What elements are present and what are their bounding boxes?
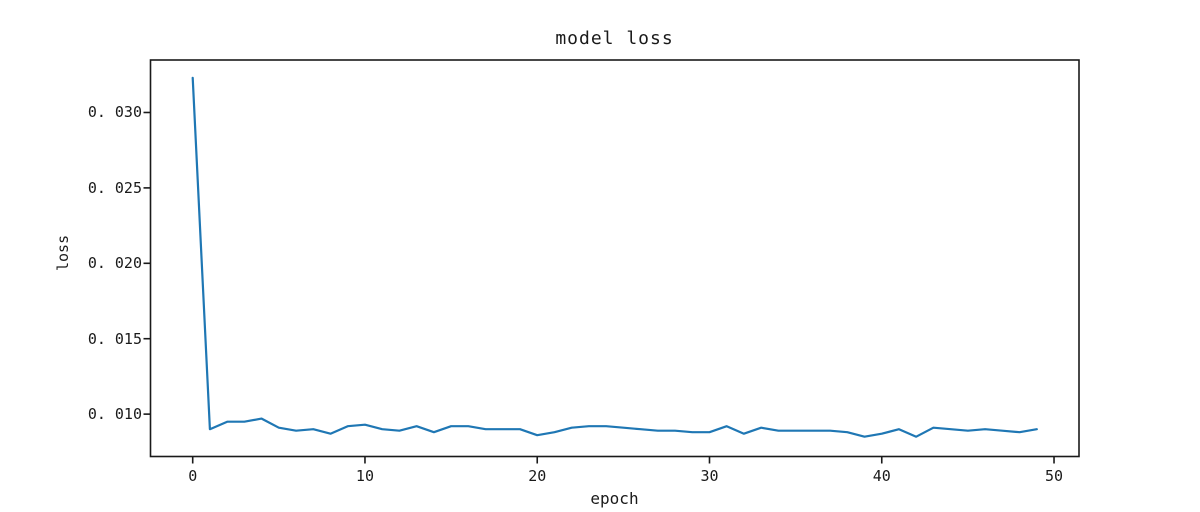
- y-tick-label: 0. 015: [87, 329, 142, 348]
- x-tick-label: 40: [872, 467, 891, 485]
- loss-line: [191, 76, 1038, 438]
- x-tick-label: 10: [355, 467, 374, 485]
- x-tick-label: 30: [700, 467, 719, 485]
- y-tick-label: 0. 025: [87, 178, 142, 197]
- x-tick-label: 50: [1044, 467, 1064, 485]
- y-tick-label: 0. 030: [87, 103, 142, 122]
- y-tick-label: 0. 010: [87, 405, 142, 424]
- y-tick-label: 0. 020: [87, 254, 142, 273]
- chart-title: model loss: [555, 28, 674, 49]
- axes-spines: [149, 59, 1080, 458]
- x-tick-label: 0: [188, 467, 198, 485]
- x-tick-label: 20: [528, 467, 547, 485]
- tick-marks: [143, 111, 1055, 464]
- x-axis-label: epoch: [590, 489, 639, 508]
